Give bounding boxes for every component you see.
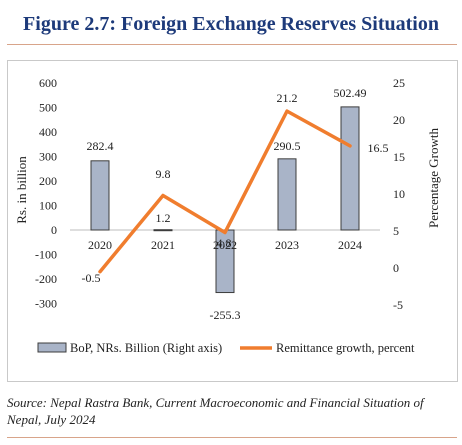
y-tick-label: 600 (39, 76, 57, 90)
x-tick-label: 2022 (213, 238, 237, 252)
bar-data-label: 282.4 (87, 139, 114, 153)
y-tick-label: 300 (39, 150, 57, 164)
y-tick-label: -300 (35, 297, 57, 311)
line-data-label: 21.2 (277, 91, 298, 105)
y2-tick-label: 10 (393, 187, 405, 201)
y-tick-label: 400 (39, 125, 57, 139)
line-data-label: -0.5 (82, 271, 101, 285)
y2-tick-label: -5 (393, 298, 403, 312)
x-tick-label: 2020 (88, 238, 112, 252)
title-divider (7, 44, 457, 45)
line-data-label: 9.8 (156, 167, 171, 181)
y2-axis-title: Percentage Growth (426, 128, 441, 228)
bottom-divider (7, 437, 457, 438)
y-tick-label: -200 (35, 272, 57, 286)
x-tick-label: 2023 (275, 238, 299, 252)
y-tick-label: 200 (39, 174, 57, 188)
bar-data-label: 290.5 (274, 139, 301, 153)
line-data-label: 4.8 (217, 236, 232, 250)
y-tick-label: 0 (51, 223, 57, 237)
y-axis-title: Rs. in billion (14, 156, 29, 224)
bar (153, 229, 173, 232)
y2-tick-label: 25 (393, 76, 405, 90)
y-tick-label: 100 (39, 199, 57, 213)
figure-title: Figure 2.7: Foreign Exchange Reserves Si… (23, 13, 439, 35)
y2-tick-label: 15 (393, 150, 405, 164)
bar (340, 106, 360, 231)
bar (277, 158, 297, 231)
y-tick-label: -100 (35, 248, 57, 262)
bar-data-label: -255.3 (210, 308, 241, 322)
chart-frame (7, 60, 458, 382)
y2-tick-label: 5 (393, 224, 399, 238)
source-note: Source: Nepal Rastra Bank, Current Macro… (7, 395, 424, 427)
x-tick-label: 2024 (338, 238, 362, 252)
legend-bar-swatch (37, 342, 67, 353)
y-tick-label: 500 (39, 101, 57, 115)
series-line (98, 109, 352, 274)
legend-line-label: Remittance growth, percent (276, 341, 415, 355)
line-data-label: 16.5 (368, 141, 389, 155)
x-tick-label: 2021 (151, 238, 175, 252)
bar (90, 160, 110, 231)
y2-tick-label: 20 (393, 113, 405, 127)
legend-bar-label: BoP, NRs. Billion (Right axis) (70, 341, 222, 355)
bar-data-label: 502.49 (334, 86, 367, 100)
bar-data-label: 1.2 (156, 211, 171, 225)
y2-tick-label: 0 (393, 261, 399, 275)
